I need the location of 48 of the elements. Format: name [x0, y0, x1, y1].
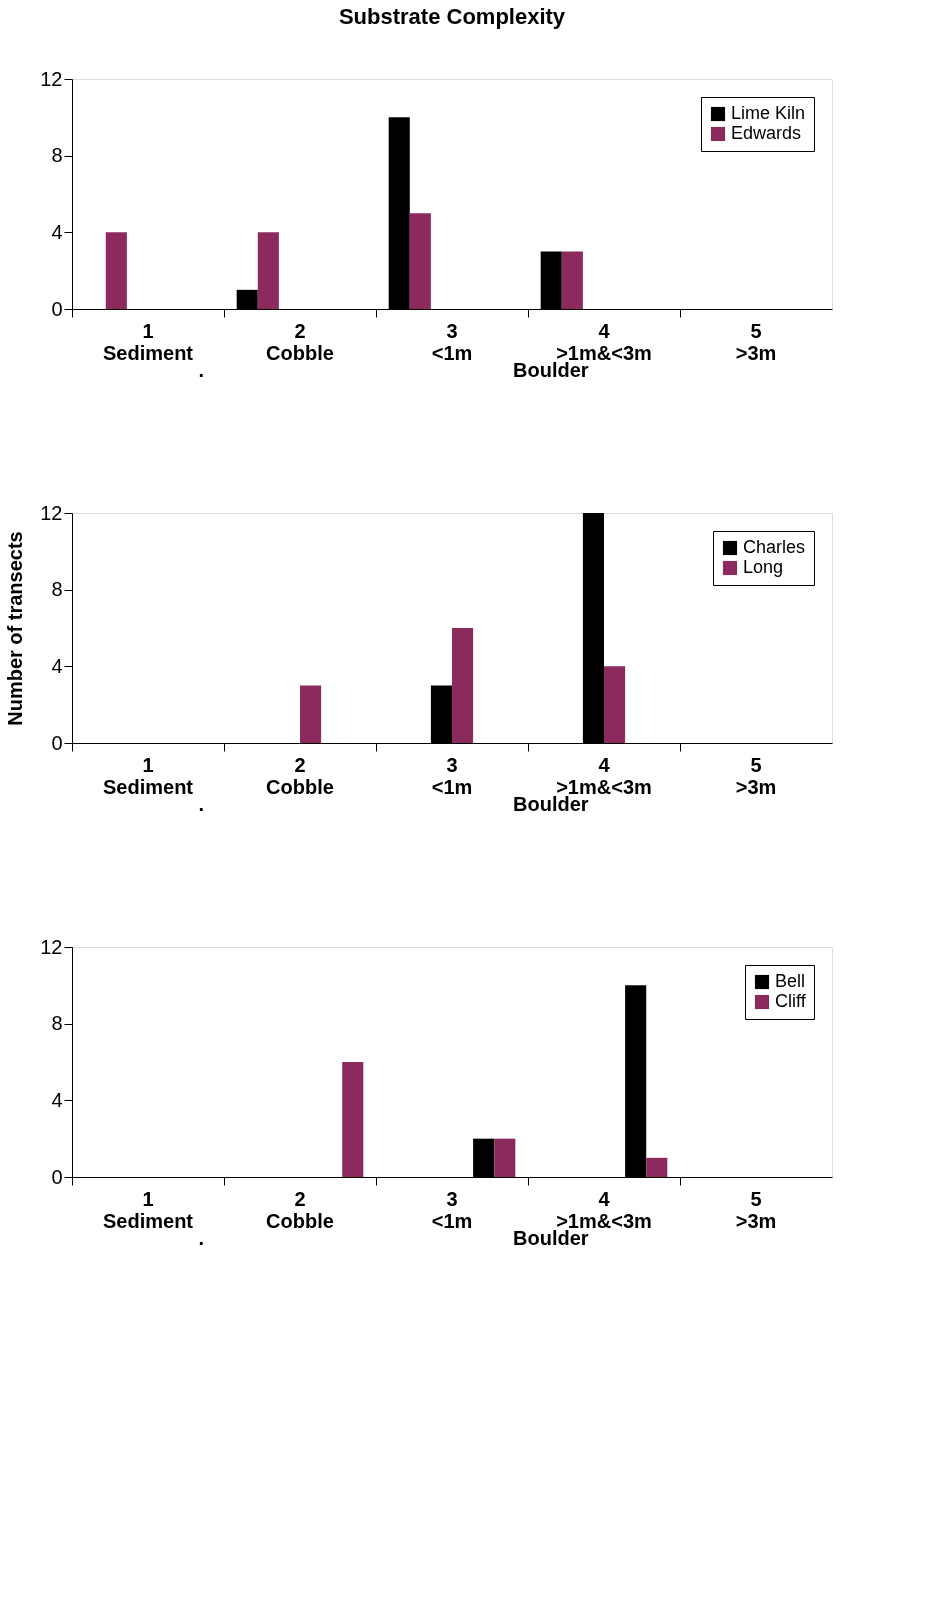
- bar: [342, 1062, 364, 1177]
- text: .: [198, 359, 204, 381]
- y-tick-label: 4: [51, 1088, 63, 1111]
- text: Boulder: [513, 793, 589, 815]
- bar: [646, 1157, 668, 1177]
- legend-label: Edwards: [731, 123, 802, 143]
- bar: [105, 232, 127, 309]
- y-tick-label: 12: [40, 501, 63, 524]
- x-tick-label: 5 >3m: [735, 753, 777, 798]
- y-tick-label: 4: [51, 220, 63, 243]
- y-tick-label: 8: [51, 578, 63, 601]
- text: Boulder: [513, 359, 589, 381]
- y-axis-title: Number of transects: [4, 531, 27, 726]
- x-tick-label: 1 Sediment: [102, 319, 194, 364]
- y-tick-label: 12: [40, 67, 63, 90]
- x-tick-label: 2 Cobble: [266, 753, 334, 798]
- y-tick-label: 0: [51, 1165, 63, 1188]
- text: Boulder: [513, 1227, 589, 1249]
- x-tick-label: 3 <1m: [431, 753, 473, 798]
- legend-label: Lime Kiln: [731, 103, 806, 123]
- bar: [561, 251, 583, 309]
- bar: [604, 666, 626, 743]
- y-tick-label: 4: [51, 654, 63, 677]
- bar: [300, 685, 322, 743]
- bar: [409, 213, 431, 309]
- x-tick-label: 2 Cobble: [266, 1187, 334, 1232]
- x-tick-label: 3 <1m: [431, 319, 473, 364]
- text: .: [198, 793, 204, 815]
- x-tick-label: 5 >3m: [735, 1187, 777, 1232]
- bar: [257, 232, 279, 309]
- text: .: [198, 1227, 204, 1249]
- legend-label: Cliff: [775, 991, 807, 1011]
- y-tick-label: 8: [51, 1012, 63, 1035]
- bar: [494, 1138, 516, 1177]
- x-tick-label: 2 Cobble: [266, 319, 334, 364]
- x-tick-label: 1 Sediment: [102, 1187, 194, 1232]
- x-tick-label: 5 >3m: [735, 319, 777, 364]
- y-tick-label: 0: [51, 731, 63, 754]
- y-tick-label: 12: [40, 935, 63, 958]
- y-tick-label: 8: [51, 144, 63, 167]
- x-tick-label: 3 <1m: [431, 1187, 473, 1232]
- x-tick-label: 1 Sediment: [102, 753, 194, 798]
- legend-label: Long: [743, 557, 784, 577]
- chart-title: Substrate Complexity: [338, 4, 566, 29]
- legend-label: Charles: [743, 537, 806, 557]
- legend-label: Bell: [775, 971, 806, 991]
- y-tick-label: 0: [51, 297, 63, 320]
- bar: [452, 628, 474, 743]
